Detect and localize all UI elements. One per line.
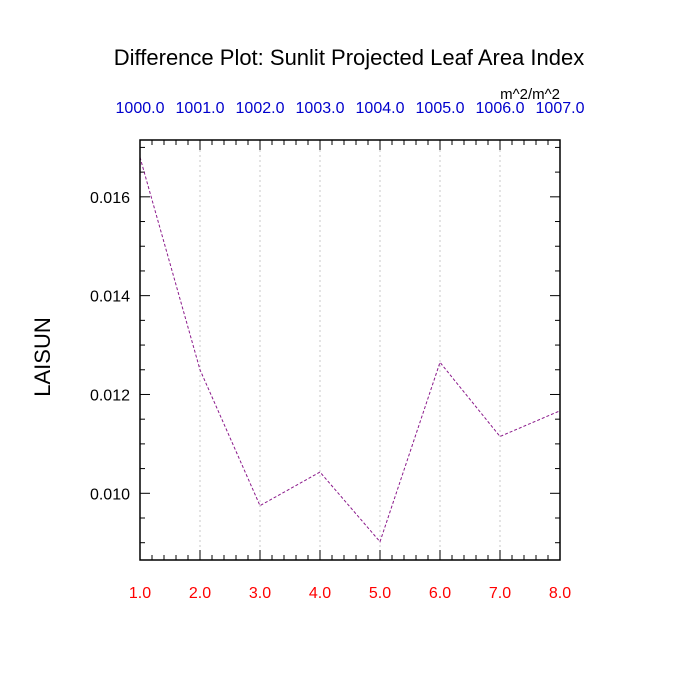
x-tick-label-top: 1000.0 (116, 100, 165, 117)
x-tick-label-top: 1003.0 (296, 100, 345, 117)
x-tick-label-bottom: 8.0 (549, 585, 571, 602)
y-axis-label: LAISUN (30, 317, 55, 396)
x-tick-label-top: 1005.0 (416, 100, 465, 117)
x-tick-label-top: 1002.0 (236, 100, 285, 117)
x-tick-label-bottom: 7.0 (489, 585, 511, 602)
x-tick-label-bottom: 3.0 (249, 585, 271, 602)
series-line (139, 157, 561, 543)
x-tick-label-top: 1006.0 (476, 100, 525, 117)
y-tick-label: 0.010 (90, 486, 130, 503)
plot-frame (139, 139, 561, 561)
series-layer (139, 157, 561, 543)
chart-title: Difference Plot: Sunlit Projected Leaf A… (114, 45, 584, 70)
y-tick-label: 0.014 (90, 289, 130, 306)
y-tick-label: 0.016 (90, 190, 130, 207)
x-tick-label-bottom: 6.0 (429, 585, 451, 602)
x-tick-label-top: 1001.0 (176, 100, 225, 117)
axis-ticks (139, 140, 561, 560)
tick-labels: 1.0 1000.0 2.0 1001.0 3.0 1002.0 4.0 1003.0 5.0 1… (90, 100, 585, 602)
units-label: m^2/m^2 (500, 86, 560, 103)
y-tick-label: 0.012 (90, 387, 130, 404)
grid-lines (199, 140, 501, 560)
x-tick-label-bottom: 5.0 (369, 585, 391, 602)
x-tick-label-top: 1007.0 (536, 100, 585, 117)
x-tick-label-top: 1004.0 (356, 100, 405, 117)
x-tick-label-bottom: 2.0 (189, 585, 211, 602)
x-tick-label-bottom: 1.0 (129, 585, 151, 602)
x-tick-label-bottom: 4.0 (309, 585, 331, 602)
